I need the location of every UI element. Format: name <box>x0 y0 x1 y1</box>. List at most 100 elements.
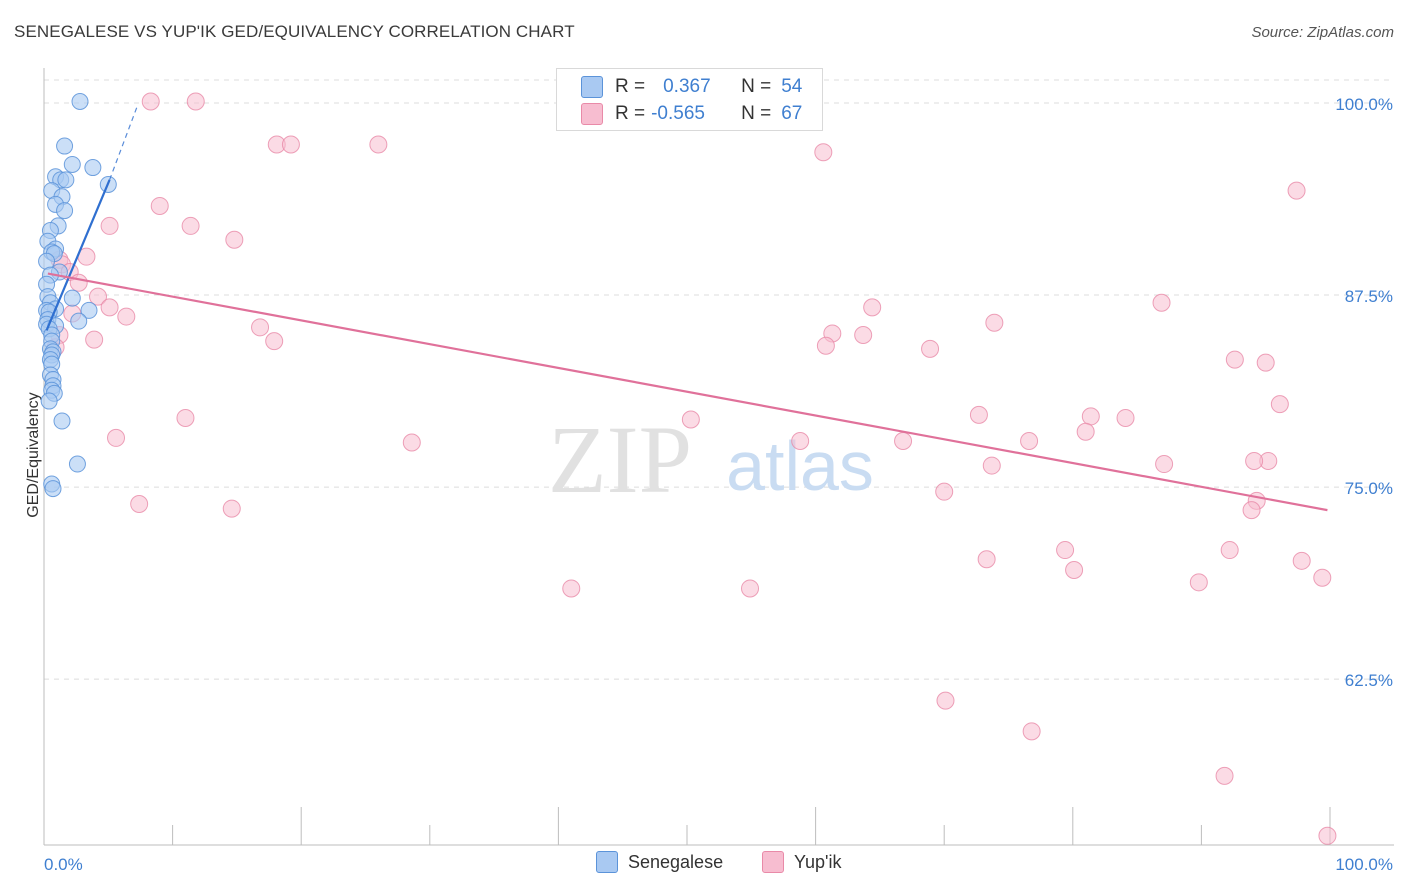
watermark: ZIP atlas <box>548 406 874 513</box>
chart-title: SENEGALESE VS YUP'IK GED/EQUIVALENCY COR… <box>14 22 575 41</box>
senegalese-trend-line <box>45 179 111 331</box>
gridlines <box>44 79 1394 680</box>
yupik-point <box>100 298 119 317</box>
yupik-point <box>1022 722 1041 741</box>
yupik-point <box>265 332 284 351</box>
legend-row-senegalese: R = 0.367 N = 54 <box>581 75 802 99</box>
yupik-point <box>1220 541 1239 560</box>
yupik-point <box>1318 826 1337 845</box>
legend-item-senegalese[interactable]: Senegalese <box>596 851 723 873</box>
yupik-point <box>894 431 913 450</box>
trend-lines <box>45 104 1328 512</box>
yupik-point <box>176 408 195 427</box>
yupik-point <box>1270 395 1289 414</box>
legend-label: Senegalese <box>628 851 724 872</box>
yupik-point <box>1116 408 1135 427</box>
yupik-point <box>816 336 835 355</box>
senegalese-trend-extension <box>109 104 139 181</box>
yupik-point <box>985 313 1004 332</box>
yupik-point <box>681 410 700 429</box>
yupik-point <box>281 135 300 154</box>
yupik-point <box>1076 422 1095 441</box>
yupik-point <box>1065 561 1084 580</box>
n-value: 67 <box>781 103 803 124</box>
yupik-point <box>854 326 873 344</box>
r-label: R = <box>615 76 646 97</box>
y-tick-label: 87.5% <box>1345 287 1393 306</box>
senegalese-point <box>57 171 75 189</box>
yupik-point <box>85 330 104 349</box>
senegalese-point <box>63 155 81 173</box>
yupik-trend-line <box>47 272 1328 512</box>
r-value: 0.367 <box>663 76 711 97</box>
yupik-series <box>46 92 1337 845</box>
senegalese-point <box>53 412 71 430</box>
x-tick-label-max: 100.0% <box>1335 855 1393 874</box>
yupik-point <box>1020 431 1039 450</box>
yupik-point <box>977 550 996 569</box>
y-tick-label: 100.0% <box>1335 95 1393 114</box>
yupik-point <box>562 579 581 598</box>
senegalese-point <box>40 392 58 410</box>
senegalese-point <box>56 137 74 155</box>
yupik-point <box>1056 541 1075 560</box>
n-label: N = <box>741 103 772 124</box>
yupik-point <box>369 135 388 154</box>
senegalese-point <box>63 289 81 307</box>
r-label: R = <box>615 103 646 124</box>
yupik-point <box>1189 573 1208 592</box>
tick-labels: 100.0% 87.5% 75.0% 62.5% 0.0% 100.0% <box>44 95 1393 874</box>
yupik-point <box>181 216 200 235</box>
senegalese-point <box>71 93 89 111</box>
yupik-point <box>791 431 810 450</box>
yupik-point <box>935 482 954 501</box>
legend-row-yupik: R = -0.565 N = 67 <box>581 102 802 126</box>
yupik-point <box>69 273 88 292</box>
legend-item-yupik[interactable]: Yup'ik <box>762 851 841 873</box>
n-value: 54 <box>781 76 803 97</box>
senegalese-point <box>84 159 102 177</box>
yupik-point <box>1245 451 1264 470</box>
correlation-legend: R = 0.367 N = 54 R = -0.565 N = 67 <box>556 68 823 131</box>
yupik-point <box>1081 407 1100 426</box>
yupik-point <box>117 307 136 326</box>
yupik-point <box>863 298 882 317</box>
senegalese-point <box>44 480 62 498</box>
yupik-point <box>1225 350 1244 369</box>
senegalese-swatch <box>581 76 603 98</box>
senegalese-point <box>80 301 98 319</box>
y-tick-label: 75.0% <box>1345 479 1393 498</box>
legend-label: Yup'ik <box>794 851 842 872</box>
yupik-point <box>1215 766 1234 785</box>
senegalese-swatch <box>596 851 618 873</box>
source-label: Source: ZipAtlas.com <box>1251 24 1394 41</box>
yupik-point <box>982 456 1001 475</box>
yupik-point <box>402 433 421 452</box>
yupik-point <box>921 339 940 358</box>
yupik-point <box>1256 353 1275 372</box>
yupik-point <box>107 428 126 447</box>
senegalese-point <box>70 312 88 330</box>
yupik-point <box>1292 551 1311 570</box>
yupik-point <box>1287 181 1306 200</box>
yupik-point <box>1155 455 1174 474</box>
yupik-point <box>225 230 244 249</box>
yupik-point <box>1152 293 1171 312</box>
yupik-point <box>100 216 119 235</box>
yupik-point <box>186 92 205 111</box>
yupik-point <box>130 494 149 513</box>
x-tick-label-min: 0.0% <box>44 855 83 874</box>
yupik-swatch <box>762 851 784 873</box>
yupik-point <box>741 579 760 598</box>
yupik-point <box>89 287 108 306</box>
yupik-point <box>1242 501 1261 520</box>
yupik-point <box>222 499 241 518</box>
yupik-point <box>936 691 955 710</box>
n-label: N = <box>741 76 772 97</box>
senegalese-point <box>56 202 74 220</box>
yupik-point <box>150 196 169 215</box>
yupik-point <box>141 92 160 111</box>
yupik-swatch <box>581 103 603 125</box>
yupik-point <box>969 405 988 424</box>
